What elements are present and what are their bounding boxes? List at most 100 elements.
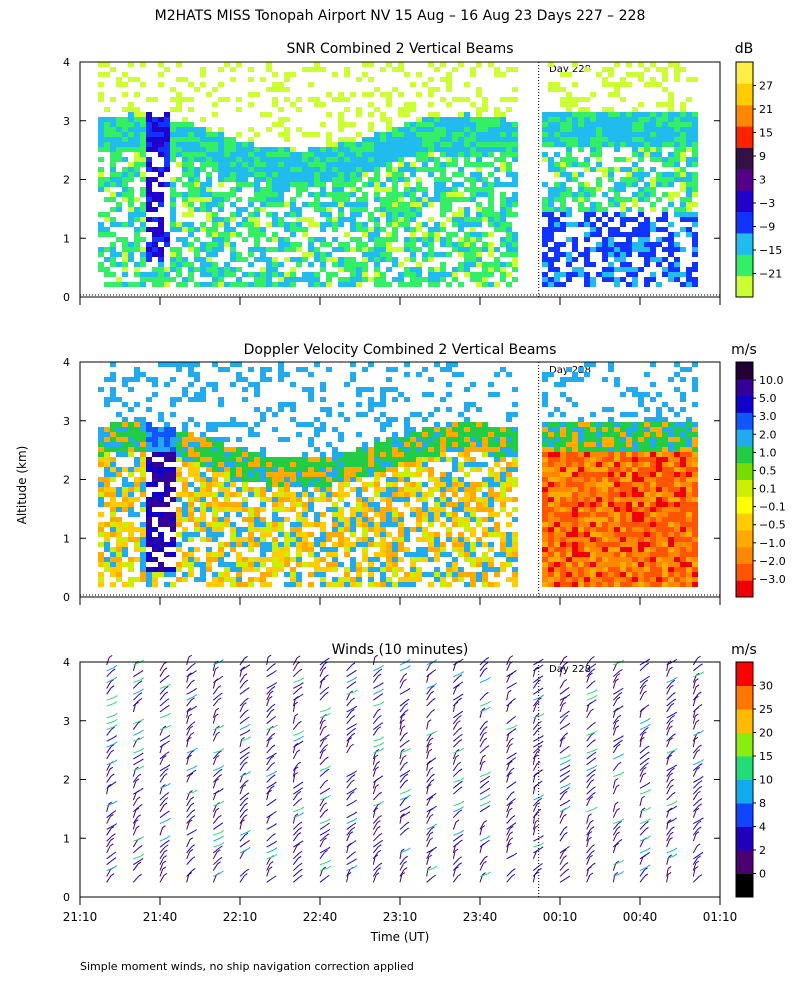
data-cell: [140, 447, 146, 452]
data-cell: [632, 177, 638, 182]
data-cell: [632, 227, 638, 232]
data-cell: [218, 132, 224, 137]
data-cell: [662, 142, 668, 147]
data-cell: [152, 237, 158, 242]
data-cell: [368, 517, 374, 522]
data-cell: [278, 477, 284, 482]
data-cell: [614, 187, 620, 192]
data-cell: [260, 162, 266, 167]
data-cell: [392, 482, 398, 487]
data-cell: [470, 512, 476, 517]
data-cell: [296, 517, 302, 522]
data-cell: [404, 222, 410, 227]
data-cell: [578, 162, 584, 167]
data-cell: [566, 102, 572, 107]
data-cell: [266, 497, 272, 502]
data-cell: [440, 547, 446, 552]
data-cell: [122, 187, 128, 192]
data-cell: [434, 537, 440, 542]
data-cell: [392, 172, 398, 177]
data-cell: [368, 577, 374, 582]
data-cell: [200, 512, 206, 517]
data-cell: [440, 272, 446, 277]
data-cell: [362, 202, 368, 207]
data-cell: [368, 542, 374, 547]
data-cell: [560, 542, 566, 547]
data-cell: [488, 442, 494, 447]
data-cell: [338, 167, 344, 172]
data-cell: [110, 527, 116, 532]
data-cell: [278, 152, 284, 157]
data-cell: [392, 262, 398, 267]
data-cell: [620, 517, 626, 522]
data-cell: [452, 152, 458, 157]
data-cell: [404, 372, 410, 377]
data-cell: [590, 542, 596, 547]
data-cell: [176, 452, 182, 457]
data-cell: [128, 472, 134, 477]
data-cell: [512, 497, 518, 502]
data-cell: [470, 262, 476, 267]
data-cell: [116, 502, 122, 507]
data-cell: [206, 442, 212, 447]
data-cell: [476, 252, 482, 257]
data-cell: [416, 167, 422, 172]
data-cell: [566, 482, 572, 487]
data-cell: [254, 577, 260, 582]
data-cell: [626, 242, 632, 247]
data-cell: [482, 532, 488, 537]
data-cell: [308, 372, 314, 377]
data-cell: [146, 502, 152, 507]
data-cell: [440, 142, 446, 147]
data-cell: [350, 167, 356, 172]
data-cell: [680, 197, 686, 202]
data-cell: [500, 117, 506, 122]
data-cell: [98, 487, 104, 492]
data-cell: [368, 167, 374, 172]
data-cell: [446, 382, 452, 387]
data-cell: [650, 177, 656, 182]
data-cell: [110, 162, 116, 167]
data-cell: [158, 62, 164, 67]
data-cell: [116, 132, 122, 137]
data-cell: [500, 507, 506, 512]
data-cell: [572, 237, 578, 242]
data-cell: [554, 137, 560, 142]
data-cell: [674, 262, 680, 267]
data-cell: [158, 217, 164, 222]
data-cell: [560, 487, 566, 492]
data-cell: [602, 127, 608, 132]
data-cell: [650, 157, 656, 162]
data-cell: [650, 277, 656, 282]
data-cell: [140, 487, 146, 492]
data-cell: [548, 207, 554, 212]
data-cell: [572, 82, 578, 87]
data-cell: [122, 422, 128, 427]
data-cell: [272, 562, 278, 567]
data-cell: [164, 382, 170, 387]
data-cell: [512, 122, 518, 127]
data-cell: [434, 362, 440, 367]
data-cell: [374, 522, 380, 527]
data-cell: [260, 172, 266, 177]
data-cell: [362, 242, 368, 247]
data-cell: [566, 462, 572, 467]
data-cell: [554, 462, 560, 467]
data-cell: [122, 382, 128, 387]
data-cell: [338, 92, 344, 97]
data-cell: [440, 127, 446, 132]
data-cell: [230, 477, 236, 482]
data-cell: [410, 512, 416, 517]
data-cell: [644, 282, 650, 287]
data-cell: [482, 507, 488, 512]
data-cell: [356, 582, 362, 587]
data-cell: [380, 117, 386, 122]
data-cell: [608, 407, 614, 412]
data-cell: [230, 527, 236, 532]
data-cell: [464, 82, 470, 87]
data-cell: [176, 467, 182, 472]
data-cell: [344, 217, 350, 222]
data-cell: [614, 497, 620, 502]
data-cell: [236, 542, 242, 547]
data-cell: [152, 582, 158, 587]
